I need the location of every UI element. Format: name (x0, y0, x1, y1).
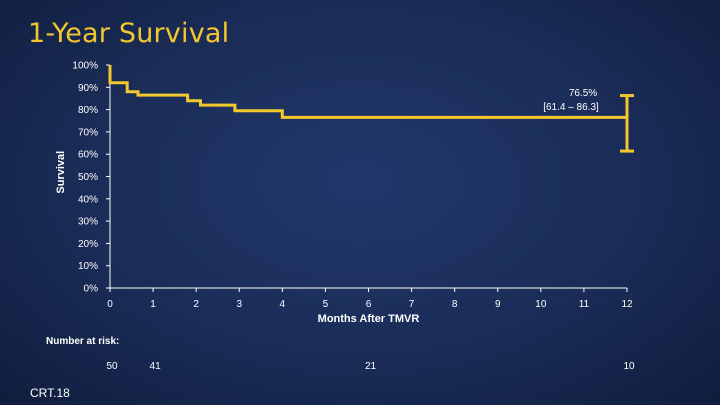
y-axis-title: Survival (55, 151, 67, 194)
annotation-ci: [61.4 – 86.3] (543, 102, 599, 113)
footer-code: CRT.18 (30, 386, 70, 400)
risk-value: 10 (623, 361, 635, 372)
x-tick-label: 7 (409, 299, 415, 310)
x-tick-label: 4 (280, 299, 286, 310)
y-tick-label: 0% (84, 284, 99, 295)
y-tick-label: 10% (78, 261, 98, 272)
y-tick-label: 40% (78, 194, 98, 205)
x-tick-label: 1 (150, 299, 156, 310)
risk-value: 21 (365, 361, 377, 372)
y-tick-label: 70% (78, 127, 98, 138)
x-tick-labels: 0 1 2 3 4 5 6 7 8 9 10 11 12 (107, 299, 633, 310)
x-tick-label: 6 (366, 299, 372, 310)
x-tick-label: 8 (452, 299, 458, 310)
x-tick-label: 12 (621, 299, 633, 310)
y-tick-label: 90% (78, 83, 98, 94)
chart-axes (106, 64, 628, 292)
x-tick-label: 0 (107, 299, 113, 310)
slide-title: 1-Year Survival (28, 18, 230, 49)
risk-table-values: 50 41 21 10 (106, 361, 635, 372)
annotation-value: 76.5% (569, 88, 597, 99)
y-tick-label: 50% (78, 172, 98, 183)
y-tick-label: 60% (78, 150, 98, 161)
survival-curve (108, 65, 627, 119)
x-tick-label: 2 (193, 299, 199, 310)
survival-line (108, 65, 627, 119)
y-tick-label: 80% (78, 105, 98, 116)
x-tick-label: 9 (495, 299, 501, 310)
y-tick-label: 20% (78, 239, 98, 250)
x-axis-title: Months After TMVR (318, 313, 420, 325)
x-tick-label: 5 (323, 299, 329, 310)
y-tick-label: 100% (72, 61, 98, 72)
y-tick-label: 30% (78, 217, 98, 228)
risk-table-label: Number at risk: (46, 336, 119, 347)
risk-value: 41 (150, 361, 162, 372)
risk-value: 50 (106, 361, 118, 372)
x-tick-label: 10 (535, 299, 547, 310)
x-tick-label: 11 (579, 299, 590, 310)
confidence-interval-bar (620, 94, 634, 153)
x-tick-label: 3 (236, 299, 242, 310)
y-tick-labels: 0% 10% 20% 30% 40% 50% 60% 70% 80% 90% 100% (72, 61, 98, 295)
